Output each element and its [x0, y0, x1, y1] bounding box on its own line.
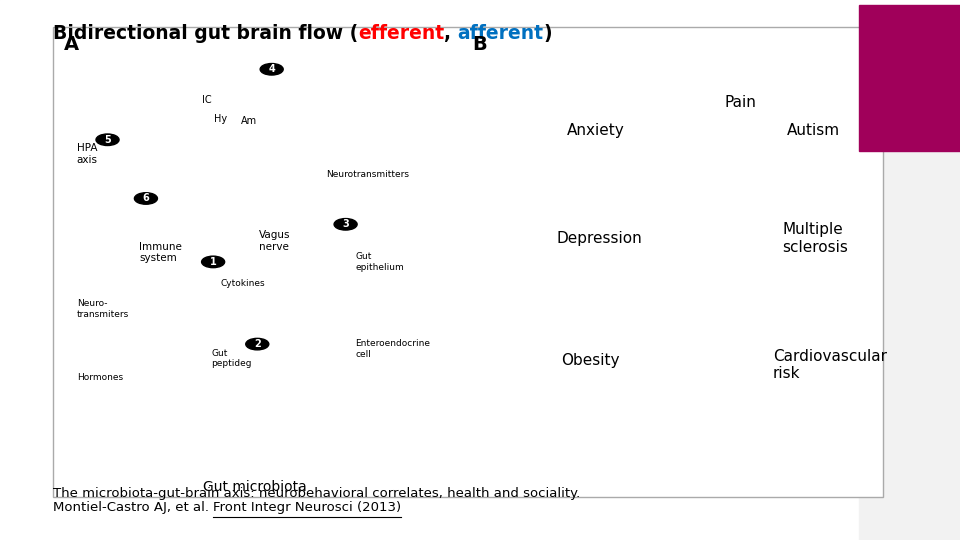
Ellipse shape — [202, 256, 225, 268]
Ellipse shape — [260, 64, 283, 75]
Ellipse shape — [334, 219, 357, 230]
Text: efferent: efferent — [358, 24, 444, 43]
Text: Obesity: Obesity — [562, 353, 620, 368]
Text: Depression: Depression — [557, 231, 642, 246]
Text: afferent: afferent — [458, 24, 543, 43]
Text: Multiple
sclerosis: Multiple sclerosis — [782, 222, 849, 255]
Text: A: A — [64, 35, 80, 54]
Text: ,: , — [444, 24, 458, 43]
Bar — [53, 27, 883, 497]
Text: IC: IC — [202, 95, 211, 105]
Text: HPA
axis: HPA axis — [77, 143, 98, 165]
Text: Vagus
nerve: Vagus nerve — [259, 230, 291, 252]
Ellipse shape — [134, 193, 157, 204]
Text: Cardiovascular
risk: Cardiovascular risk — [773, 349, 887, 381]
Text: Montiel-Castro AJ, et al.: Montiel-Castro AJ, et al. — [53, 501, 213, 514]
Text: 4: 4 — [268, 64, 276, 75]
Text: Bidirectional gut brain flow (: Bidirectional gut brain flow ( — [53, 24, 358, 43]
Text: 6: 6 — [142, 193, 150, 204]
Text: 5: 5 — [104, 135, 111, 145]
Ellipse shape — [246, 339, 269, 350]
Text: Gut
epithelium: Gut epithelium — [355, 252, 404, 272]
Text: Am: Am — [241, 116, 257, 126]
Text: Neurotransmitters: Neurotransmitters — [326, 171, 409, 179]
Text: 2: 2 — [253, 339, 261, 349]
Bar — [859, 151, 960, 540]
Ellipse shape — [96, 134, 119, 145]
Text: ): ) — [543, 24, 552, 43]
Text: The microbiota-gut-brain axis: neurobehavioral correlates, health and sociality.: The microbiota-gut-brain axis: neurobeha… — [53, 487, 580, 500]
Text: Neuro-
transmiters: Neuro- transmiters — [77, 299, 129, 319]
Text: B: B — [472, 35, 487, 54]
Bar — [859, 5, 960, 151]
Text: Pain: Pain — [725, 94, 756, 110]
Text: Gut microbiota: Gut microbiota — [203, 481, 306, 495]
Text: Hy: Hy — [214, 113, 228, 124]
Text: Cytokines: Cytokines — [221, 279, 265, 287]
Text: Autism: Autism — [787, 123, 840, 138]
Text: Front Integr Neurosci (2013): Front Integr Neurosci (2013) — [213, 501, 401, 514]
Text: Hormones: Hormones — [77, 373, 123, 381]
Text: 1: 1 — [209, 257, 217, 267]
Text: Anxiety: Anxiety — [566, 123, 624, 138]
Text: Immune
system: Immune system — [139, 242, 182, 264]
Text: Enteroendocrine
cell: Enteroendocrine cell — [355, 339, 430, 359]
Text: 3: 3 — [342, 219, 349, 230]
Text: Gut
peptideg: Gut peptideg — [211, 348, 252, 368]
